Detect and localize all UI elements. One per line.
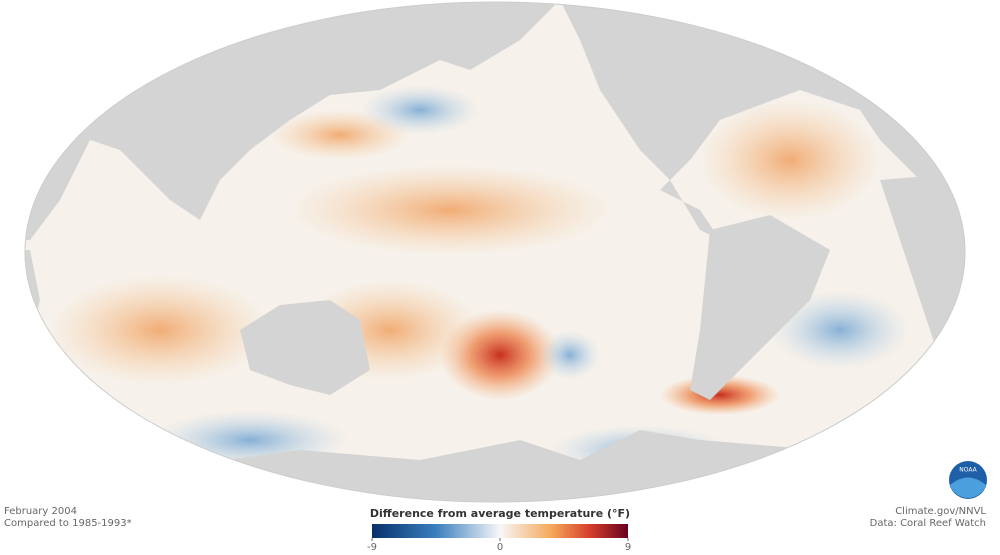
source: Climate.gov/NNVL <box>895 506 986 517</box>
tick-label: 9 <box>625 542 631 553</box>
tick-label: -9 <box>367 542 377 553</box>
baseline: Compared to 1985-1993* <box>4 518 132 529</box>
data-source: Data: Coral Reef Watch <box>870 518 986 529</box>
logo-text: NOAA <box>959 467 977 474</box>
legend-title: Difference from average temperature (°F) <box>370 507 630 520</box>
globe-outline <box>24 1 966 503</box>
world-map <box>25 2 965 502</box>
legend-ticks: -9 0 9 <box>367 538 631 553</box>
date: February 2004 <box>4 506 77 517</box>
tick-label: 0 <box>497 542 503 553</box>
noaa-logo: NOAA <box>949 461 987 499</box>
color-scale <box>372 524 628 538</box>
